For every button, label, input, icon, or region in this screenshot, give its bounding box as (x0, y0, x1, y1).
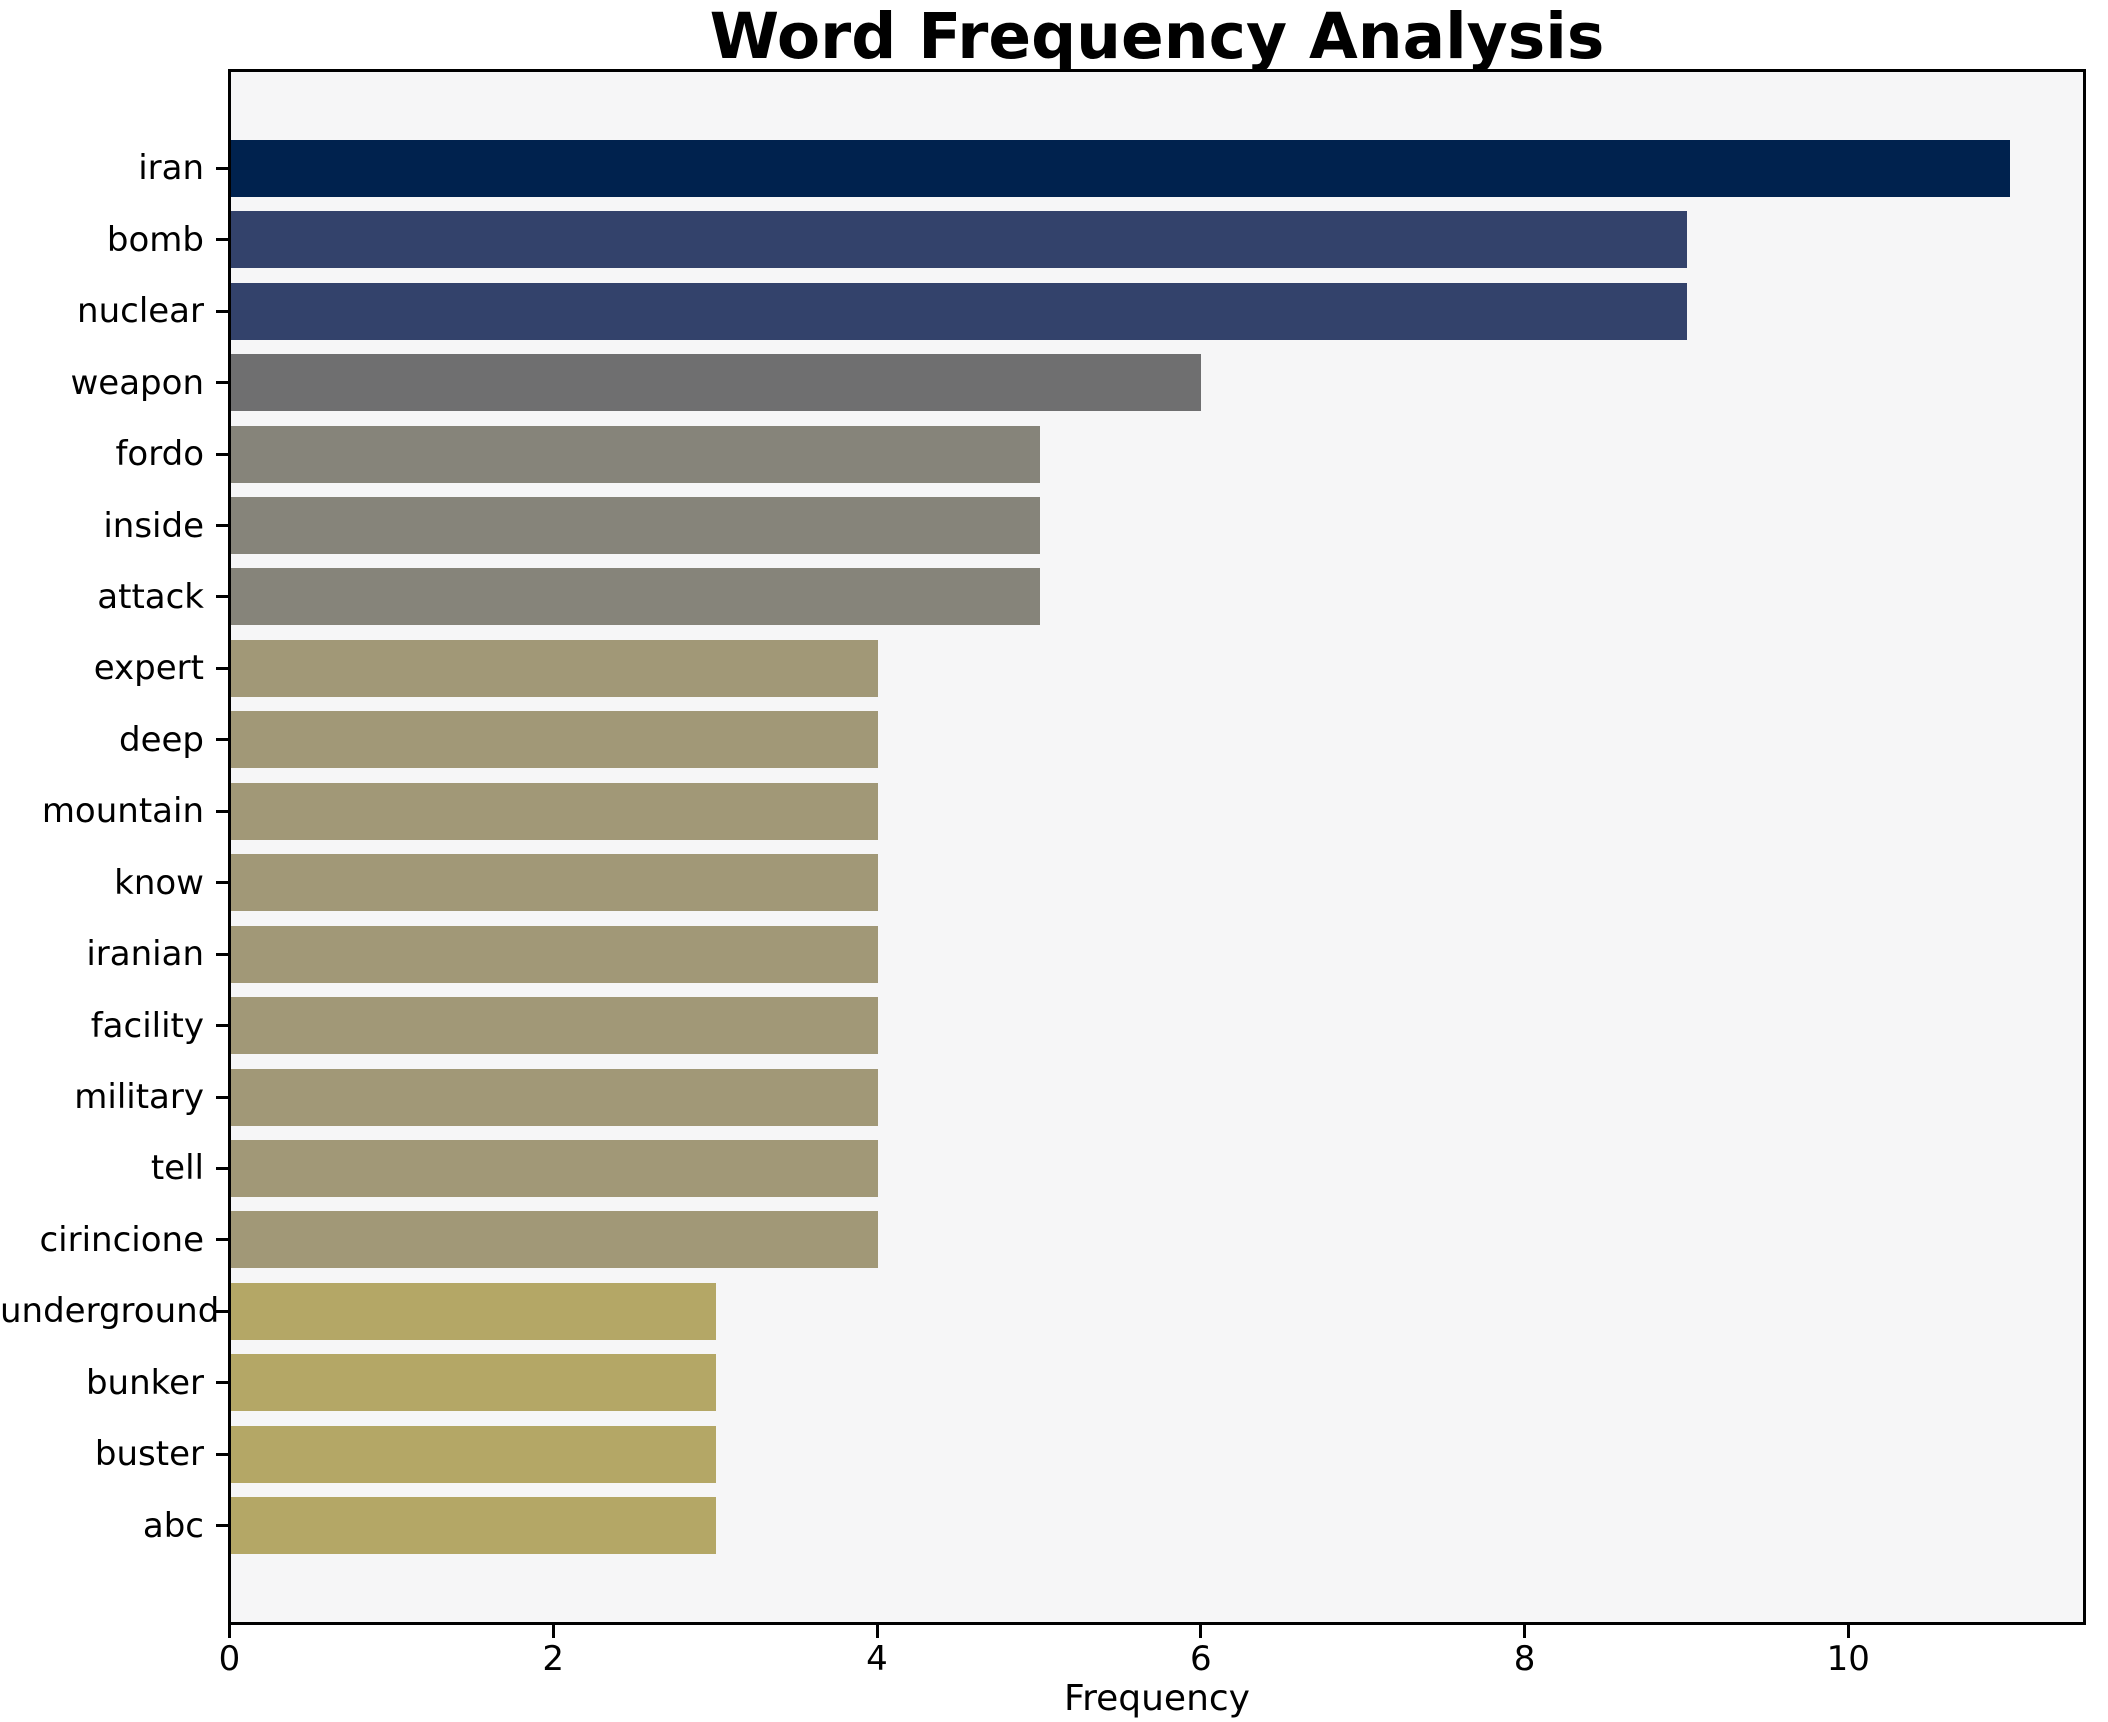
x-tick-label-6: 6 (1189, 1639, 1212, 1679)
bar-bunker (231, 1354, 716, 1412)
y-tick (216, 952, 228, 956)
y-tick-label-nuclear: nuclear (77, 291, 204, 332)
y-tick (216, 524, 228, 527)
y-tick-label-military: military (74, 1077, 204, 1118)
bar-deep (231, 711, 878, 769)
bar-tell (231, 1139, 878, 1197)
y-tick-label-expert: expert (93, 648, 204, 689)
y-tick (216, 381, 228, 385)
y-tick (216, 452, 228, 456)
y-tick-label-mountain: mountain (41, 791, 204, 832)
bar-abc (231, 1497, 716, 1555)
x-tick (1846, 1625, 1850, 1638)
y-tick (216, 309, 228, 313)
y-tick-label-iranian: iranian (86, 934, 204, 975)
x-tick-label-4: 4 (866, 1639, 888, 1679)
bar-fordo (231, 425, 1040, 483)
x-tick-label-0: 0 (218, 1639, 241, 1679)
y-tick (216, 881, 228, 885)
y-tick (216, 1095, 228, 1099)
x-axis-label: Frequency (1064, 1678, 1250, 1719)
y-tick-label-know: know (114, 862, 204, 903)
x-tick (875, 1625, 879, 1638)
y-tick (216, 595, 228, 599)
y-tick-label-tell: tell (150, 1148, 204, 1189)
y-tick (216, 238, 228, 242)
bar-mountain (231, 782, 878, 840)
y-tick (216, 1166, 228, 1170)
y-tick-label-iran: iran (138, 148, 204, 189)
y-tick-label-bomb: bomb (106, 219, 204, 260)
x-tick (551, 1625, 555, 1638)
bar-nuclear (231, 282, 1687, 340)
bar-bomb (231, 211, 1687, 269)
x-tick-label-10: 10 (1826, 1639, 1870, 1679)
y-tick-label-abc: abc (142, 1505, 204, 1546)
y-tick-label-bunker: bunker (85, 1362, 204, 1403)
x-tick (228, 1625, 231, 1638)
y-tick-label-fordo: fordo (115, 434, 204, 475)
bar-expert (231, 639, 878, 697)
y-tick-label-attack: attack (97, 576, 204, 617)
y-tick (216, 738, 228, 742)
x-tick-label-2: 2 (542, 1639, 565, 1679)
y-tick-label-buster: buster (94, 1434, 204, 1475)
y-tick (216, 1381, 228, 1385)
bar-know (231, 854, 878, 912)
x-tick-label-8: 8 (1513, 1639, 1536, 1679)
y-tick (216, 666, 228, 670)
y-tick-label-inside: inside (103, 505, 204, 546)
bar-underground (231, 1282, 716, 1340)
bar-cirincione (231, 1211, 878, 1269)
y-tick (216, 1452, 228, 1456)
y-tick-label-cirincione: cirincione (39, 1219, 204, 1260)
y-tick-label-underground: underground (0, 1291, 220, 1332)
y-tick-label-deep: deep (119, 719, 204, 760)
chart-title: Word Frequency Analysis (709, 0, 1605, 73)
bar-inside (231, 497, 1040, 554)
y-tick (216, 1238, 228, 1242)
bar-military (231, 1068, 878, 1126)
x-tick (1523, 1625, 1527, 1638)
y-tick (216, 1024, 228, 1028)
bar-iranian (231, 925, 878, 983)
y-tick (216, 166, 228, 170)
y-tick-label-facility: facility (90, 1005, 204, 1046)
y-tick-label-weapon: weapon (70, 362, 205, 403)
y-tick (216, 1309, 228, 1313)
x-tick (1199, 1625, 1203, 1638)
y-tick (216, 1524, 228, 1528)
bar-buster (231, 1425, 716, 1483)
bar-attack (231, 568, 1040, 626)
bar-iran (231, 139, 2010, 197)
y-tick (216, 809, 228, 813)
bar-facility (231, 997, 878, 1055)
bar-weapon (231, 354, 1201, 412)
